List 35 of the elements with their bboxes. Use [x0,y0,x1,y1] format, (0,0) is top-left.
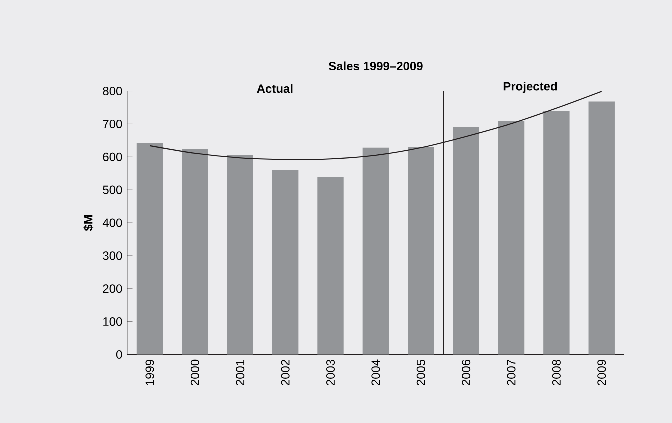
bar [318,178,344,355]
bar [498,121,525,355]
y-tick-label: 400 [102,218,122,228]
y-tick-label: 0 [116,350,122,359]
x-tick-label: 2009 [598,360,606,386]
bar [182,149,208,355]
y-tick-label: 800 [103,87,122,96]
y-axis-title: $M [84,215,94,232]
bar [362,148,390,355]
y-tick-label: 300 [103,252,122,260]
x-tick-label: 2005 [416,360,426,386]
x-tick-label: 1999 [146,360,154,386]
annotation: Projected [504,82,558,94]
y-tick-label: 500 [103,186,122,194]
x-tick-label: 2002 [281,360,290,386]
y-tick-label: 200 [103,284,122,294]
annotation: Actual [257,84,293,94]
y-tick-label: 600 [103,152,122,162]
bar [453,127,480,355]
chart-title: Sales 1999–2009 [328,62,423,71]
x-tick-label: 2007 [507,360,516,386]
bar [272,170,299,355]
bar [408,147,434,355]
bar [544,111,570,355]
y-tick-label: 100 [104,318,122,326]
y-tick-label: 700 [103,120,122,128]
x-tick-label: 2003 [326,360,336,386]
x-tick-label: 2000 [190,360,200,386]
bar [227,155,254,355]
x-tick-label: 2004 [372,360,380,386]
bar [588,102,615,355]
bar [136,142,164,355]
x-tick-label: 2001 [236,360,245,386]
x-tick-label: 2008 [552,360,561,386]
x-tick-label: 2006 [462,360,471,386]
